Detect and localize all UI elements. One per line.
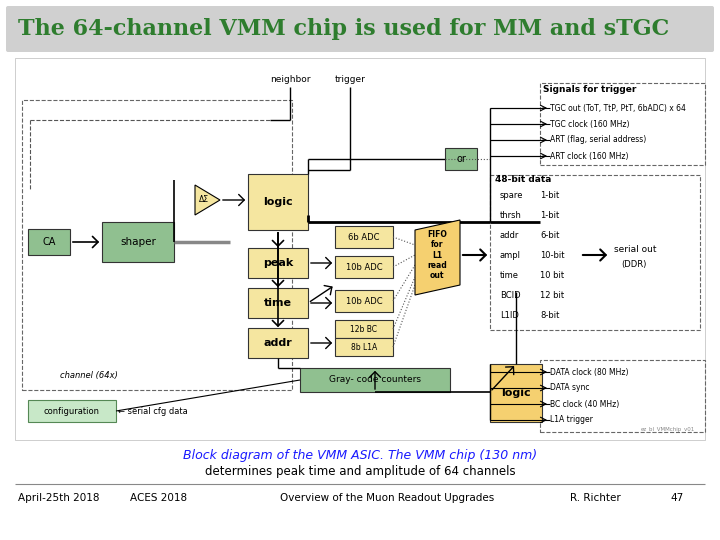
FancyBboxPatch shape: [335, 226, 393, 248]
Text: configuration: configuration: [44, 407, 100, 415]
Text: shaper: shaper: [120, 237, 156, 247]
Text: TGC clock (160 MHz): TGC clock (160 MHz): [550, 119, 629, 129]
Text: time: time: [264, 298, 292, 308]
Text: 12 bit: 12 bit: [540, 292, 564, 300]
Text: 1-bit: 1-bit: [540, 192, 559, 200]
FancyBboxPatch shape: [15, 58, 705, 440]
Text: time: time: [500, 272, 519, 280]
Text: 10 bit: 10 bit: [540, 272, 564, 280]
Text: L1A trigger: L1A trigger: [550, 415, 593, 424]
Text: DATA clock (80 MHz): DATA clock (80 MHz): [550, 368, 629, 376]
Text: FIFO
for
L1
read
out: FIFO for L1 read out: [427, 230, 447, 280]
Text: ez_bl_VMMchip_v01: ez_bl_VMMchip_v01: [641, 426, 695, 432]
Text: addr: addr: [264, 338, 292, 348]
Text: trigger: trigger: [335, 76, 366, 84]
FancyBboxPatch shape: [6, 6, 714, 52]
Text: Overview of the Muon Readout Upgrades: Overview of the Muon Readout Upgrades: [280, 493, 494, 503]
Text: R. Richter: R. Richter: [570, 493, 621, 503]
Text: peak: peak: [263, 258, 293, 268]
FancyBboxPatch shape: [248, 248, 308, 278]
Text: or: or: [456, 154, 466, 164]
FancyBboxPatch shape: [335, 290, 393, 312]
Bar: [540, 83, 705, 165]
Text: DATA sync: DATA sync: [550, 383, 590, 393]
Text: ← serial cfg data: ← serial cfg data: [118, 407, 188, 415]
Text: serial out: serial out: [614, 246, 657, 254]
Text: BC clock (40 MHz): BC clock (40 MHz): [550, 400, 619, 408]
Text: channel (64x): channel (64x): [60, 371, 118, 380]
Text: addr: addr: [500, 232, 519, 240]
Text: logic: logic: [501, 388, 531, 398]
Text: ampl: ampl: [500, 252, 521, 260]
Text: thrsh: thrsh: [500, 212, 522, 220]
FancyBboxPatch shape: [248, 328, 308, 358]
Text: Gray- code counters: Gray- code counters: [329, 375, 421, 384]
Text: April-25th 2018: April-25th 2018: [18, 493, 99, 503]
Text: 8-bit: 8-bit: [540, 312, 559, 321]
Text: spare: spare: [500, 192, 523, 200]
Text: 47: 47: [670, 493, 683, 503]
Text: ΔΣ: ΔΣ: [199, 195, 209, 205]
Bar: [22, 100, 292, 390]
Text: L1ID: L1ID: [500, 312, 519, 321]
FancyBboxPatch shape: [28, 229, 70, 255]
Text: 6-bit: 6-bit: [540, 232, 559, 240]
Text: ART clock (160 MHz): ART clock (160 MHz): [550, 152, 629, 160]
Text: logic: logic: [264, 197, 293, 207]
FancyBboxPatch shape: [102, 222, 174, 262]
FancyBboxPatch shape: [248, 288, 308, 318]
FancyBboxPatch shape: [335, 338, 393, 356]
Text: Block diagram of the VMM ASIC. The VMM chip (130 nm): Block diagram of the VMM ASIC. The VMM c…: [183, 449, 537, 462]
Text: 48-bit data: 48-bit data: [495, 176, 552, 185]
Text: BCID: BCID: [500, 292, 521, 300]
Bar: [490, 175, 700, 330]
FancyBboxPatch shape: [335, 256, 393, 278]
Text: ART (flag, serial address): ART (flag, serial address): [550, 136, 647, 145]
FancyBboxPatch shape: [490, 364, 542, 422]
Text: ACES 2018: ACES 2018: [130, 493, 187, 503]
Text: TGC out (ToT, TtP, PtT, 6bADC) x 64: TGC out (ToT, TtP, PtT, 6bADC) x 64: [550, 104, 686, 112]
Text: 1-bit: 1-bit: [540, 212, 559, 220]
FancyBboxPatch shape: [445, 148, 477, 170]
Text: (DDR): (DDR): [621, 260, 647, 268]
Text: neighbor: neighbor: [270, 76, 310, 84]
Text: 6b ADC: 6b ADC: [348, 233, 379, 241]
FancyBboxPatch shape: [28, 400, 116, 422]
Bar: [540, 360, 705, 432]
Text: 10-bit: 10-bit: [540, 252, 564, 260]
Text: CA: CA: [42, 237, 55, 247]
Text: 10b ADC: 10b ADC: [346, 262, 382, 272]
Text: 10b ADC: 10b ADC: [346, 296, 382, 306]
FancyBboxPatch shape: [300, 368, 450, 392]
Text: Signals for trigger: Signals for trigger: [543, 85, 636, 94]
Text: 12b BC: 12b BC: [351, 325, 377, 334]
Text: determines peak time and amplitude of 64 channels: determines peak time and amplitude of 64…: [204, 465, 516, 478]
Text: 8b L1A: 8b L1A: [351, 342, 377, 352]
FancyBboxPatch shape: [248, 174, 308, 230]
Polygon shape: [415, 220, 460, 295]
Polygon shape: [195, 185, 220, 215]
Text: The 64-channel VMM chip is used for MM and sTGC: The 64-channel VMM chip is used for MM a…: [18, 18, 670, 40]
FancyBboxPatch shape: [335, 320, 393, 338]
